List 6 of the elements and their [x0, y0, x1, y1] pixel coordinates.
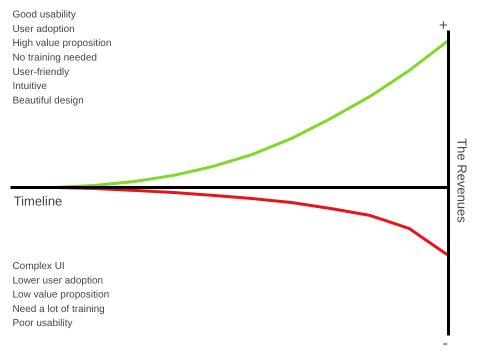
annotation: Good usability User adoption High value proposition No training needed User-friendly Intuitive Beautiful design	[12, 10, 112, 106]
x-axis-title: Timeline	[14, 193, 62, 208]
text: Complex UI Lower user adoption Low value proposition Need a lot of training Poor usability	[12, 260, 110, 330]
y-axis-title: The Revenues	[454, 138, 470, 224]
text: -	[442, 334, 448, 352]
text: +	[438, 16, 448, 34]
